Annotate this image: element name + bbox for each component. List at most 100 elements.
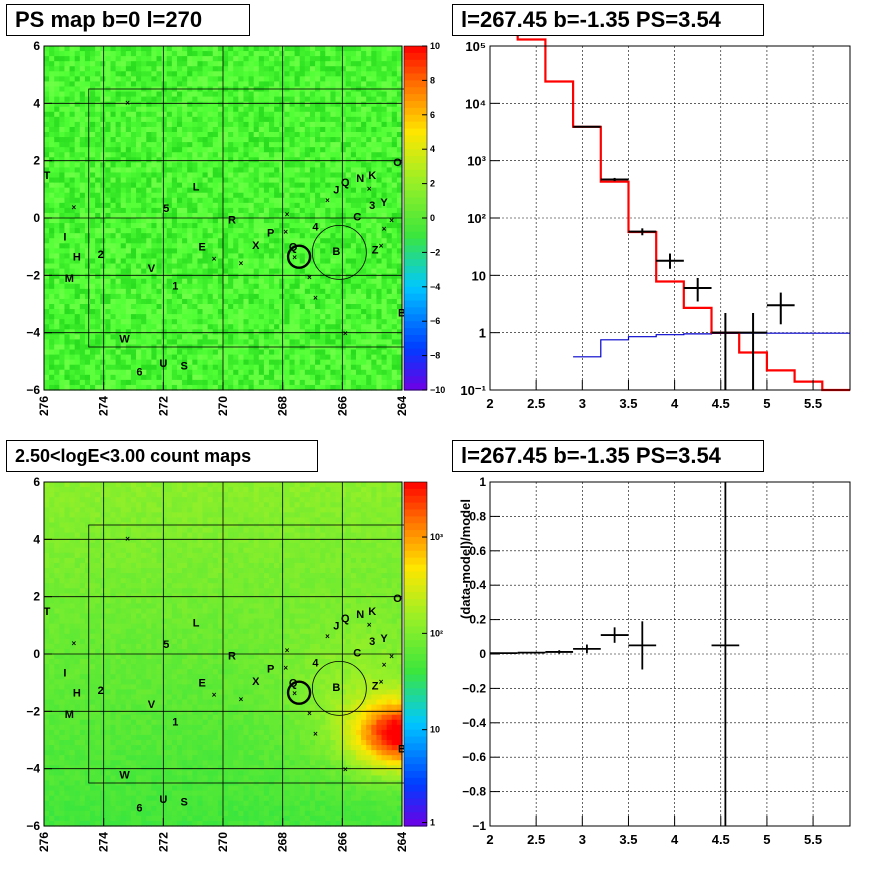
heatmap-cell: [161, 319, 168, 325]
heatmap-cell: [279, 314, 285, 320]
heatmap-cell: [361, 137, 367, 143]
heatmap-cell: [176, 106, 183, 113]
heatmap-cell: [284, 354, 291, 361]
heatmap-cell: [355, 81, 362, 88]
heatmap-cell: [207, 233, 214, 239]
heatmap-cell: [105, 111, 112, 118]
heatmap-cell: [90, 288, 96, 295]
heatmap-cell: [315, 56, 321, 62]
heatmap-cell: [274, 167, 280, 174]
heatmap-cell: [74, 309, 81, 315]
heatmap-cell: [355, 132, 362, 138]
heatmap-cell: [151, 177, 158, 184]
heatmap-cell: [355, 187, 362, 194]
heatmap-cell: [90, 304, 96, 310]
heatmap-cell: [44, 162, 50, 169]
heatmap-cell: [289, 46, 296, 52]
heatmap-cell: [335, 202, 342, 209]
heatmap-cell: [299, 167, 306, 174]
heatmap-cell: [156, 46, 163, 52]
heatmap-cell: [202, 334, 209, 341]
heatmap-cell: [335, 61, 342, 67]
heatmap-cell: [176, 207, 183, 214]
heatmap-cell: [192, 273, 199, 280]
heatmap-cell: [84, 116, 91, 123]
palette-segment: [404, 238, 427, 247]
heatmap-cell: [95, 157, 101, 163]
heatmap-cell: [284, 56, 291, 62]
heatmap-cell: [315, 202, 321, 209]
heatmap-cell: [366, 147, 372, 153]
heatmap-cell: [182, 233, 188, 239]
heatmap-cell: [74, 177, 81, 184]
heatmap-cell: [212, 121, 219, 128]
heatmap-cell: [238, 258, 245, 265]
heatmap-cell: [258, 339, 265, 346]
heatmap-cell: [100, 314, 106, 320]
heatmap-cell: [90, 233, 96, 239]
heatmap-cell: [115, 253, 122, 260]
heatmap-cell: [176, 167, 183, 174]
heatmap-cell: [381, 71, 388, 77]
heatmap-cell: [49, 116, 55, 123]
heatmap-cell: [151, 248, 158, 255]
heatmap-cell: [325, 81, 331, 88]
heatmap-cell: [44, 223, 50, 229]
heatmap-cell: [74, 374, 81, 381]
heatmap-cell: [391, 91, 398, 98]
palette-segment: [404, 101, 427, 109]
source-label: V: [148, 263, 156, 275]
heatmap-cell: [176, 142, 183, 148]
heatmap-cell: [79, 167, 86, 174]
heatmap-cell: [355, 91, 362, 98]
heatmap-cell: [243, 76, 250, 83]
heatmap-cell: [64, 76, 71, 83]
heatmap-cell: [223, 101, 229, 108]
heatmap-cell: [325, 273, 331, 280]
source-label: H: [73, 252, 81, 264]
heatmap-cell: [156, 223, 163, 229]
heatmap-cell: [105, 46, 112, 52]
heatmap-cell: [274, 66, 280, 72]
heatmap-cell: [187, 253, 193, 260]
heatmap-cell: [187, 369, 193, 376]
heatmap-cell: [355, 273, 362, 280]
heatmap-cell: [350, 233, 357, 239]
heatmap-cell: [330, 116, 337, 123]
heatmap-cell: [274, 126, 280, 133]
heatmap-cell: [217, 56, 224, 62]
heatmap-cell: [130, 46, 137, 52]
heatmap-cell: [320, 147, 326, 153]
heatmap-cell: [197, 91, 204, 98]
heatmap-cell: [223, 56, 229, 62]
heatmap-cell: [330, 106, 337, 113]
heatmap-cell: [253, 81, 260, 88]
heatmap-cell: [64, 349, 71, 356]
heatmap-cell: [396, 314, 403, 320]
heatmap-cell: [54, 359, 60, 366]
heatmap-cell: [105, 207, 112, 214]
heatmap-cell: [125, 273, 132, 280]
heatmap-cell: [79, 258, 86, 265]
heatmap-cell: [289, 91, 296, 98]
heatmap-cell: [207, 298, 214, 305]
heatmap-cell: [79, 223, 86, 229]
heatmap-cell: [396, 162, 403, 169]
heatmap-cell: [263, 374, 270, 381]
heatmap-cell: [361, 334, 367, 341]
heatmap-cell: [320, 293, 326, 300]
heatmap-cell: [136, 157, 142, 163]
heatmap-cell: [335, 258, 342, 265]
heatmap-cell: [44, 669, 50, 675]
heatmap-cell: [69, 248, 76, 255]
heatmap-cell: [151, 369, 158, 376]
heatmap-cell: [125, 142, 132, 148]
heatmap-cell: [176, 162, 183, 169]
heatmap-cell: [315, 177, 321, 184]
heatmap-cell: [243, 384, 250, 391]
heatmap-cell: [366, 314, 372, 320]
heatmap-cell: [141, 369, 147, 376]
heatmap-cell: [228, 374, 234, 381]
heatmap-cell: [299, 61, 306, 67]
heatmap-cell: [166, 56, 173, 62]
